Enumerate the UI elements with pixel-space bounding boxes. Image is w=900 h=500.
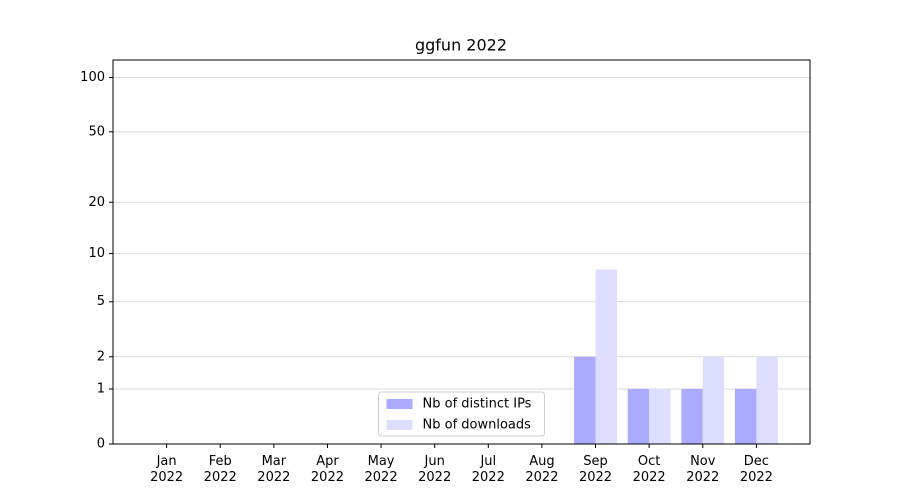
y-tick-label: 0 bbox=[97, 437, 105, 452]
x-tick-label: Aug 2022 bbox=[525, 454, 558, 485]
y-tick-label: 10 bbox=[88, 246, 105, 261]
x-tick-label: Jun 2022 bbox=[418, 454, 451, 485]
bar bbox=[627, 388, 650, 444]
axes-frame bbox=[112, 59, 811, 445]
x-tick-label: Jul 2022 bbox=[472, 454, 505, 485]
bar bbox=[702, 356, 725, 444]
bar bbox=[734, 388, 757, 444]
y-tick-label: 50 bbox=[88, 124, 105, 139]
y-tick-label: 20 bbox=[88, 195, 105, 210]
x-tick-label: Nov 2022 bbox=[686, 454, 719, 485]
y-tick-label: 2 bbox=[97, 349, 105, 364]
legend-box bbox=[378, 391, 545, 437]
y-tick-label: 5 bbox=[97, 294, 105, 309]
bar bbox=[756, 356, 778, 444]
x-tick-label: Feb 2022 bbox=[204, 454, 237, 485]
legend-label: Nb of downloads bbox=[423, 418, 532, 433]
x-tick-label: Apr 2022 bbox=[311, 454, 344, 485]
x-tick-label: Dec 2022 bbox=[740, 454, 773, 485]
x-tick-label: Sep 2022 bbox=[579, 454, 612, 485]
bar bbox=[649, 388, 671, 444]
legend-label: Nb of distinct IPs bbox=[423, 397, 532, 412]
bar bbox=[595, 269, 617, 444]
x-tick-label: Jan 2022 bbox=[150, 454, 183, 485]
x-tick-label: Oct 2022 bbox=[633, 454, 666, 485]
chart-title: ggfun 2022 bbox=[415, 36, 507, 55]
legend-swatch bbox=[386, 399, 413, 409]
bar bbox=[574, 356, 596, 444]
x-tick-label: May 2022 bbox=[365, 454, 398, 485]
legend-swatch bbox=[386, 420, 413, 430]
y-tick-label: 1 bbox=[97, 381, 105, 396]
x-tick-label: Mar 2022 bbox=[257, 454, 290, 485]
y-tick-label: 100 bbox=[80, 70, 105, 85]
bar bbox=[681, 388, 703, 444]
